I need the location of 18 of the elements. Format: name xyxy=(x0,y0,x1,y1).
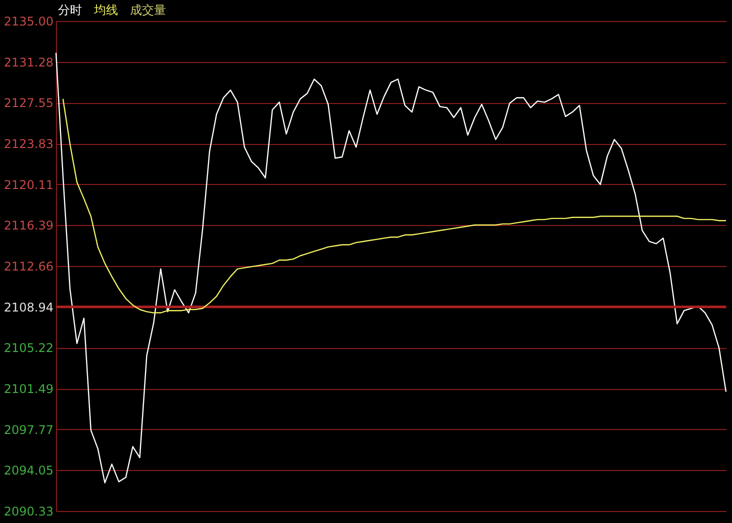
line-series xyxy=(55,52,727,484)
y-tick-label: 2112.66 xyxy=(4,260,54,274)
y-tick-label: 2120.11 xyxy=(4,178,54,192)
text: 分时 xyxy=(58,3,82,17)
y-tick-label: 2123.83 xyxy=(4,137,54,152)
text: 成交量 xyxy=(130,3,166,17)
line-series xyxy=(62,98,727,314)
y-tick-label: 2097.77 xyxy=(4,422,54,437)
y-tick-label: 2127.55 xyxy=(4,96,54,110)
y-tick-label: 2116.39 xyxy=(4,218,54,233)
y-tick-label: 2094.05 xyxy=(4,464,54,478)
y-tick-label: 2105.22 xyxy=(4,341,54,356)
y-tick-label: 2108.94 xyxy=(4,300,54,314)
y-tick-label: 2090.33 xyxy=(4,504,54,518)
y-tick-label: 2135.00 xyxy=(4,14,54,28)
text: 均线 xyxy=(93,3,118,17)
y-tick-label: 2101.49 xyxy=(4,382,54,396)
y-tick-label: 2131.28 xyxy=(4,55,54,70)
